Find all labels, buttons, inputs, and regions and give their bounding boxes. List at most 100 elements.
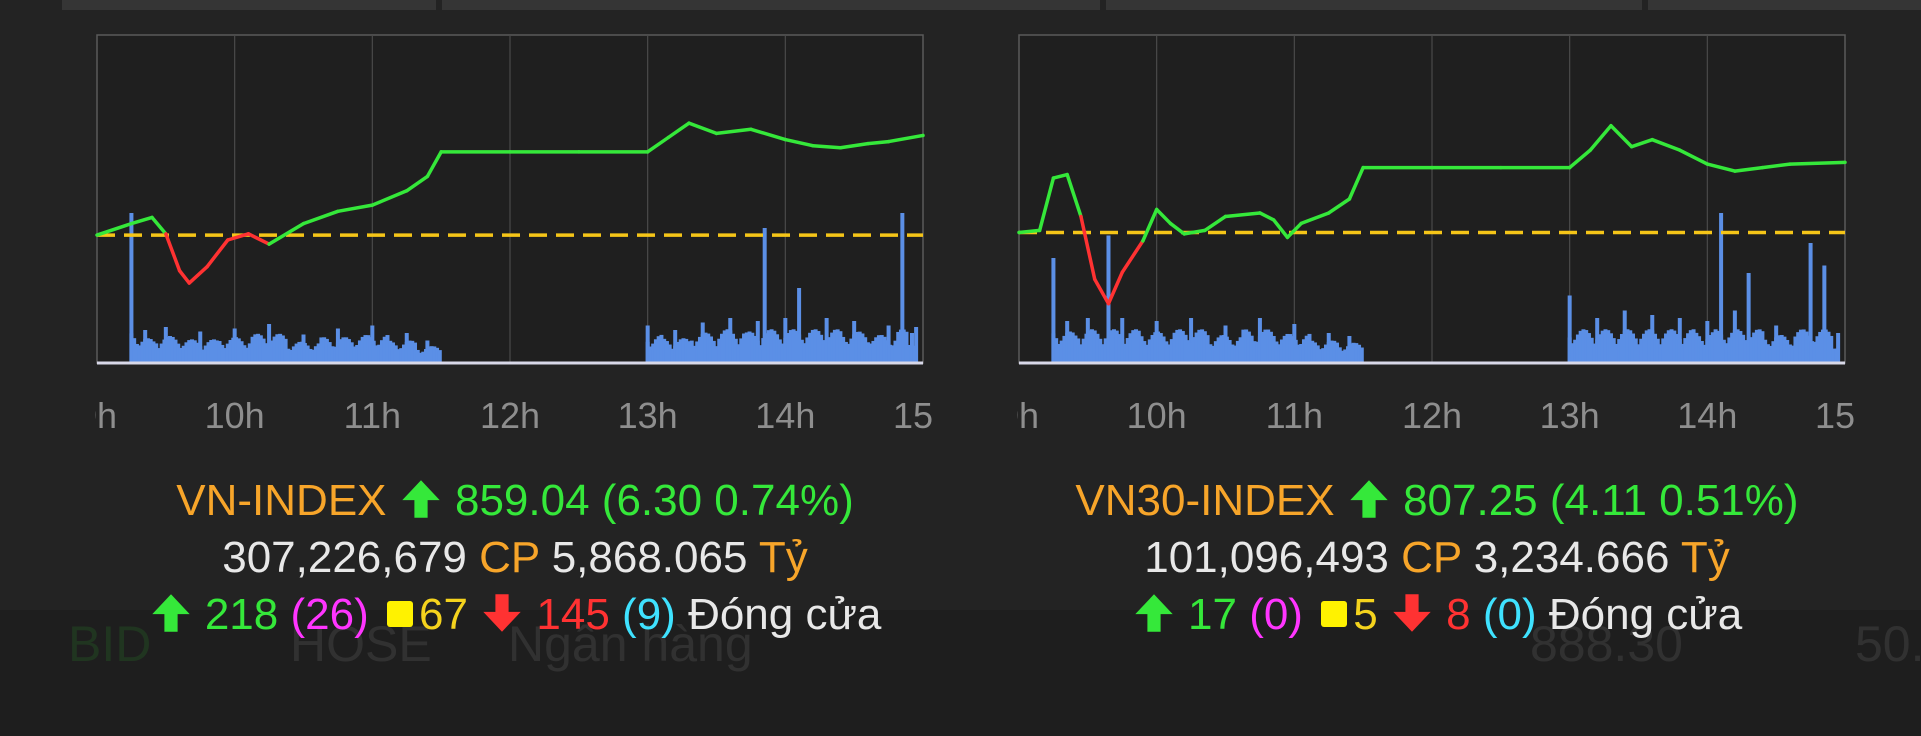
volume-bar bbox=[379, 340, 384, 363]
volume-bar bbox=[1354, 343, 1359, 363]
volume-bar bbox=[1340, 350, 1345, 363]
volume-bar bbox=[1600, 330, 1605, 363]
volume-bar bbox=[1584, 330, 1589, 363]
volume-unit: CP bbox=[1401, 533, 1462, 582]
volume-bar bbox=[1741, 334, 1746, 363]
volume-bar bbox=[390, 342, 395, 363]
x-tick-label: 10h bbox=[205, 395, 265, 436]
volume-bar bbox=[360, 336, 365, 363]
ceiling-count: (0) bbox=[1249, 590, 1303, 639]
volume-bar bbox=[1260, 331, 1265, 363]
volume-bar bbox=[1831, 348, 1836, 363]
volume-bar bbox=[305, 345, 310, 363]
volume-bar bbox=[832, 329, 837, 363]
volume-bar bbox=[1219, 335, 1224, 363]
volume-bar bbox=[1103, 338, 1108, 363]
volume-bar bbox=[322, 337, 327, 363]
volume-bar bbox=[1639, 338, 1644, 363]
price-line-segment bbox=[164, 232, 182, 273]
vn-index-panel: 9h 10h 11h 12h 13h 14h 15h VN-INDEX 859.04 (6.… bbox=[95, 30, 935, 650]
volume-bar bbox=[766, 330, 771, 363]
vn-index-info: VN-INDEX 859.04 (6.30 0.74%) 307,226,679… bbox=[95, 472, 935, 643]
volume-bar bbox=[882, 336, 887, 363]
volume-bar bbox=[1633, 338, 1638, 363]
volume-bar bbox=[1128, 333, 1133, 363]
volume-bar bbox=[1708, 335, 1713, 363]
volume-value: 307,226,679 bbox=[222, 533, 467, 582]
price-line-segment bbox=[1609, 123, 1634, 149]
volume-bar bbox=[1178, 329, 1183, 363]
volume-bar bbox=[203, 345, 208, 363]
volume-bar bbox=[1351, 342, 1356, 363]
volume-bar bbox=[1065, 332, 1070, 363]
volume-bar bbox=[1719, 213, 1724, 363]
volume-bar bbox=[399, 348, 404, 363]
top-tab[interactable] bbox=[442, 0, 1100, 10]
x-tick-label: 11h bbox=[344, 395, 401, 436]
index-change: (4.11 0.51%) bbox=[1549, 476, 1799, 525]
volume-bar bbox=[1274, 341, 1279, 363]
volume-bar bbox=[860, 333, 865, 363]
volume-bar bbox=[1255, 341, 1260, 363]
volume-bar bbox=[319, 337, 324, 363]
price-line-segment bbox=[1347, 165, 1365, 201]
volume-bar bbox=[1321, 348, 1326, 363]
volume-bar bbox=[424, 349, 429, 363]
volume-bar bbox=[349, 342, 354, 363]
volume-bar bbox=[1241, 329, 1246, 363]
volume-bar bbox=[151, 341, 156, 363]
volume-bar bbox=[761, 338, 766, 363]
turnover-value: 5,868.065 bbox=[551, 533, 748, 582]
price-line-segment bbox=[1203, 214, 1228, 233]
volume-bar bbox=[1100, 344, 1105, 363]
volume-bar bbox=[1238, 337, 1243, 363]
volume-bar bbox=[1150, 334, 1155, 363]
volume-bar bbox=[805, 337, 810, 363]
volume-bar bbox=[762, 228, 767, 363]
price-line-segment bbox=[425, 150, 443, 179]
top-tab[interactable] bbox=[62, 0, 436, 10]
volume-bar bbox=[258, 335, 263, 363]
volume-bar bbox=[1288, 334, 1293, 363]
top-tab[interactable] bbox=[1106, 0, 1642, 10]
volume-bar bbox=[206, 342, 211, 363]
index-line: VN-INDEX 859.04 (6.30 0.74%) bbox=[95, 472, 935, 529]
volume-bar bbox=[827, 337, 832, 363]
volume-bar bbox=[1589, 337, 1594, 363]
volume-bar bbox=[1719, 334, 1724, 363]
volume-bar bbox=[1730, 332, 1735, 363]
volume-bar bbox=[1246, 331, 1251, 363]
volume-bar bbox=[352, 346, 357, 363]
volume-bar bbox=[1834, 348, 1839, 363]
volume-bar bbox=[1067, 331, 1072, 363]
volume-bar bbox=[1625, 329, 1630, 363]
volume-bar bbox=[1573, 339, 1578, 363]
volume-bar bbox=[363, 335, 368, 363]
volume-bar bbox=[739, 338, 744, 363]
volume-bar bbox=[697, 336, 702, 363]
volume-bar bbox=[1106, 235, 1111, 363]
volume-bar bbox=[901, 329, 906, 363]
volume-bar bbox=[841, 336, 846, 363]
background-ghost-text: Ngân hàng bbox=[508, 616, 753, 672]
up-count: 17 bbox=[1188, 590, 1237, 639]
down-count: 145 bbox=[536, 590, 610, 639]
volume-bar bbox=[1757, 329, 1762, 363]
volume-bar bbox=[863, 337, 868, 363]
volume-bar bbox=[909, 333, 914, 363]
volume-bar bbox=[1285, 333, 1290, 363]
volume-bar bbox=[1653, 333, 1658, 363]
volume-bar bbox=[780, 343, 785, 363]
volume-bar bbox=[286, 348, 291, 363]
turnover-unit: Tỷ bbox=[1680, 533, 1730, 582]
volume-bar bbox=[1059, 340, 1064, 363]
top-tab[interactable] bbox=[1648, 0, 1921, 10]
volume-bar bbox=[1713, 329, 1718, 363]
volume-bar bbox=[1213, 341, 1218, 363]
volume-bar bbox=[1205, 335, 1210, 363]
volume-bar bbox=[1227, 340, 1232, 363]
volume-bar bbox=[134, 343, 139, 363]
volume-bar bbox=[664, 341, 669, 363]
volume-bar bbox=[1567, 337, 1572, 363]
background-ghost-text: BID bbox=[68, 616, 152, 672]
